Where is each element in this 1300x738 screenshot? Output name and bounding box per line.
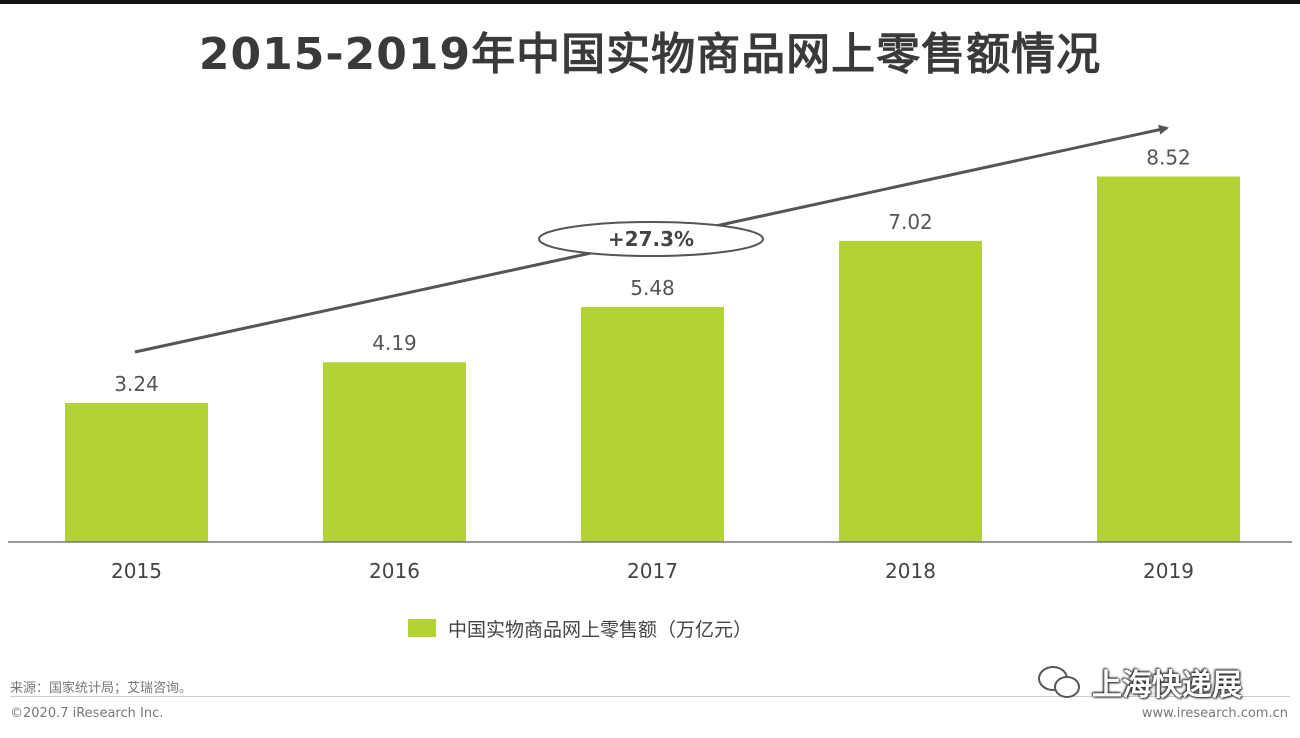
growth-annotation: +27.3% [608, 227, 694, 251]
x-tick-2015: 2015 [111, 559, 162, 583]
value-label-2016: 4.19 [372, 331, 417, 355]
website-text: www.iresearch.com.cn [1141, 706, 1288, 721]
bar-2018 [839, 240, 982, 543]
legend: 中国实物商品网上零售额（万亿元） [408, 614, 752, 642]
watermark-text: 上海快递展 [1092, 668, 1242, 703]
x-tick-2017: 2017 [627, 559, 678, 583]
bar-2017 [581, 306, 724, 542]
bar-2015 [65, 403, 208, 542]
source-note: 来源：国家统计局；艾瑞咨询。 [10, 681, 193, 696]
copyright-text: ©2020.7 iResearch Inc. [10, 706, 164, 721]
value-label-2018: 7.02 [888, 210, 933, 234]
value-label-2015: 3.24 [114, 372, 159, 396]
top-border-line [0, 0, 1300, 4]
growth-ellipse [538, 221, 764, 257]
chart-title: 2015-2019年中国实物商品网上零售额情况 [198, 29, 1102, 80]
x-tick-2016: 2016 [369, 559, 420, 583]
legend-swatch [408, 619, 436, 637]
value-label-2017: 5.48 [630, 276, 675, 300]
wechat-icon [1038, 664, 1082, 700]
x-tick-2019: 2019 [1143, 559, 1194, 583]
bar-chart: 3.24 2015 4.19 2016 5.48 2017 7.02 2018 8.52 2019… [8, 124, 1292, 583]
watermark: 上海快递展 [1038, 660, 1242, 704]
footer-divider [10, 696, 1290, 697]
x-tick-2018: 2018 [885, 559, 936, 583]
bar-2019 [1097, 176, 1240, 542]
bar-2016 [323, 362, 466, 542]
legend-label: 中国实物商品网上零售额（万亿元） [448, 618, 753, 641]
value-label-2019: 8.52 [1146, 145, 1191, 169]
